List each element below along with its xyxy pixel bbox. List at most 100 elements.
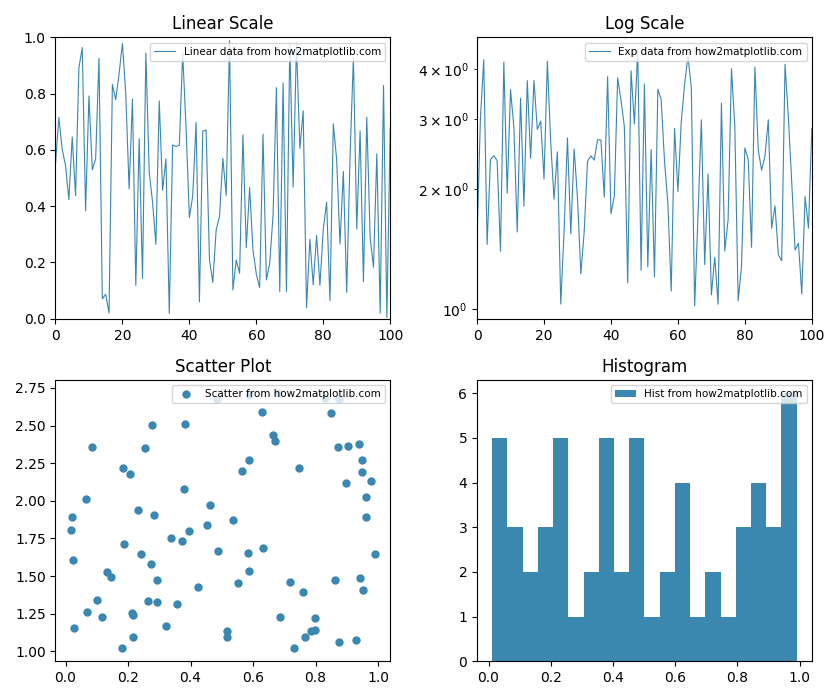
- Scatter from how2matplotlib.com: [356, 584, 370, 596]
- Exp data from how2matplotlib.com: [730, 122, 740, 131]
- Linear data from how2matplotlib.com: [382, 314, 392, 322]
- Legend: Exp data from how2matplotlib.com: Exp data from how2matplotlib.com: [585, 43, 806, 61]
- Bar: [507, 527, 522, 662]
- Scatter from how2matplotlib.com: [179, 419, 192, 430]
- Scatter from how2matplotlib.com: [64, 525, 77, 536]
- Exp data from how2matplotlib.com: [806, 125, 816, 133]
- Scatter from how2matplotlib.com: [192, 581, 205, 592]
- Bar: [690, 617, 706, 662]
- Title: Scatter Plot: Scatter Plot: [175, 358, 271, 375]
- Exp data from how2matplotlib.com: [626, 66, 636, 75]
- Title: Linear Scale: Linear Scale: [172, 15, 274, 33]
- Scatter from how2matplotlib.com: [127, 610, 140, 621]
- Exp data from how2matplotlib.com: [472, 234, 482, 243]
- Bar: [492, 438, 507, 662]
- Scatter from how2matplotlib.com: [242, 565, 255, 576]
- Scatter from how2matplotlib.com: [67, 622, 81, 634]
- Scatter from how2matplotlib.com: [150, 574, 164, 585]
- Bar: [522, 572, 538, 662]
- Scatter from how2matplotlib.com: [271, 387, 285, 398]
- Scatter from how2matplotlib.com: [211, 393, 224, 404]
- Bar: [659, 572, 675, 662]
- Linear data from how2matplotlib.com: [255, 284, 265, 292]
- Linear data from how2matplotlib.com: [224, 36, 234, 45]
- Scatter from how2matplotlib.com: [274, 611, 287, 622]
- Scatter from how2matplotlib.com: [144, 558, 158, 569]
- Scatter from how2matplotlib.com: [85, 441, 98, 452]
- Scatter from how2matplotlib.com: [177, 483, 191, 494]
- Scatter from how2matplotlib.com: [365, 476, 378, 487]
- Scatter from how2matplotlib.com: [201, 520, 214, 531]
- Scatter from how2matplotlib.com: [80, 607, 93, 618]
- Scatter from how2matplotlib.com: [100, 566, 113, 578]
- Scatter from how2matplotlib.com: [212, 546, 225, 557]
- Scatter from how2matplotlib.com: [304, 626, 318, 637]
- Scatter from how2matplotlib.com: [318, 393, 332, 404]
- Scatter from how2matplotlib.com: [368, 549, 381, 560]
- Scatter from how2matplotlib.com: [353, 438, 366, 449]
- Line: Linear data from how2matplotlib.com: Linear data from how2matplotlib.com: [55, 41, 391, 318]
- Exp data from how2matplotlib.com: [676, 118, 686, 126]
- Bar: [584, 572, 599, 662]
- Bar: [675, 482, 690, 662]
- Bar: [766, 527, 781, 662]
- Scatter from how2matplotlib.com: [79, 494, 92, 505]
- Scatter from how2matplotlib.com: [159, 620, 172, 631]
- Scatter from how2matplotlib.com: [328, 575, 342, 586]
- Linear data from how2matplotlib.com: [74, 64, 84, 72]
- Scatter from how2matplotlib.com: [126, 632, 139, 643]
- Scatter from how2matplotlib.com: [360, 491, 373, 502]
- Scatter from how2matplotlib.com: [353, 573, 366, 584]
- Bar: [629, 438, 644, 662]
- Scatter from how2matplotlib.com: [332, 393, 345, 405]
- Bar: [538, 527, 554, 662]
- Scatter from how2matplotlib.com: [116, 463, 129, 474]
- Title: Histogram: Histogram: [601, 358, 688, 375]
- Scatter from how2matplotlib.com: [360, 512, 373, 523]
- Bar: [781, 393, 796, 662]
- Scatter from how2matplotlib.com: [231, 578, 244, 589]
- Scatter from how2matplotlib.com: [227, 514, 240, 526]
- Scatter from how2matplotlib.com: [235, 466, 249, 477]
- Scatter from how2matplotlib.com: [287, 643, 301, 654]
- Scatter from how2matplotlib.com: [66, 554, 80, 566]
- Scatter from how2matplotlib.com: [221, 625, 234, 636]
- Scatter from how2matplotlib.com: [117, 538, 130, 550]
- Scatter from how2matplotlib.com: [203, 499, 217, 510]
- Bar: [721, 617, 736, 662]
- Exp data from how2matplotlib.com: [556, 300, 566, 308]
- Exp data from how2matplotlib.com: [713, 300, 723, 309]
- Scatter from how2matplotlib.com: [255, 407, 269, 418]
- Scatter from how2matplotlib.com: [296, 587, 309, 598]
- Linear data from how2matplotlib.com: [288, 183, 298, 191]
- Exp data from how2matplotlib.com: [633, 46, 643, 55]
- Scatter from how2matplotlib.com: [125, 607, 139, 618]
- Exp data from how2matplotlib.com: [496, 247, 506, 256]
- Bar: [554, 438, 569, 662]
- Scatter from how2matplotlib.com: [165, 533, 178, 544]
- Scatter from how2matplotlib.com: [220, 631, 234, 643]
- Scatter from how2matplotlib.com: [182, 526, 196, 537]
- Scatter from how2matplotlib.com: [293, 462, 307, 473]
- Scatter from how2matplotlib.com: [145, 419, 159, 430]
- Bar: [736, 527, 751, 662]
- Scatter from how2matplotlib.com: [134, 548, 148, 559]
- Scatter from how2matplotlib.com: [141, 596, 155, 607]
- Scatter from how2matplotlib.com: [268, 435, 281, 446]
- Scatter from how2matplotlib.com: [150, 596, 164, 608]
- Scatter from how2matplotlib.com: [131, 505, 144, 516]
- Linear data from how2matplotlib.com: [134, 134, 144, 143]
- Scatter from how2matplotlib.com: [147, 509, 160, 520]
- Scatter from how2matplotlib.com: [283, 577, 297, 588]
- Bar: [751, 482, 766, 662]
- Scatter from how2matplotlib.com: [324, 407, 338, 419]
- Scatter from how2matplotlib.com: [266, 429, 280, 440]
- Scatter from how2matplotlib.com: [123, 469, 137, 480]
- Legend: Linear data from how2matplotlib.com: Linear data from how2matplotlib.com: [150, 43, 385, 61]
- Scatter from how2matplotlib.com: [104, 571, 118, 582]
- Scatter from how2matplotlib.com: [170, 598, 183, 609]
- Linear data from how2matplotlib.com: [204, 256, 214, 264]
- Linear data from how2matplotlib.com: [386, 124, 396, 132]
- Scatter from how2matplotlib.com: [242, 454, 255, 466]
- Scatter from how2matplotlib.com: [256, 542, 270, 554]
